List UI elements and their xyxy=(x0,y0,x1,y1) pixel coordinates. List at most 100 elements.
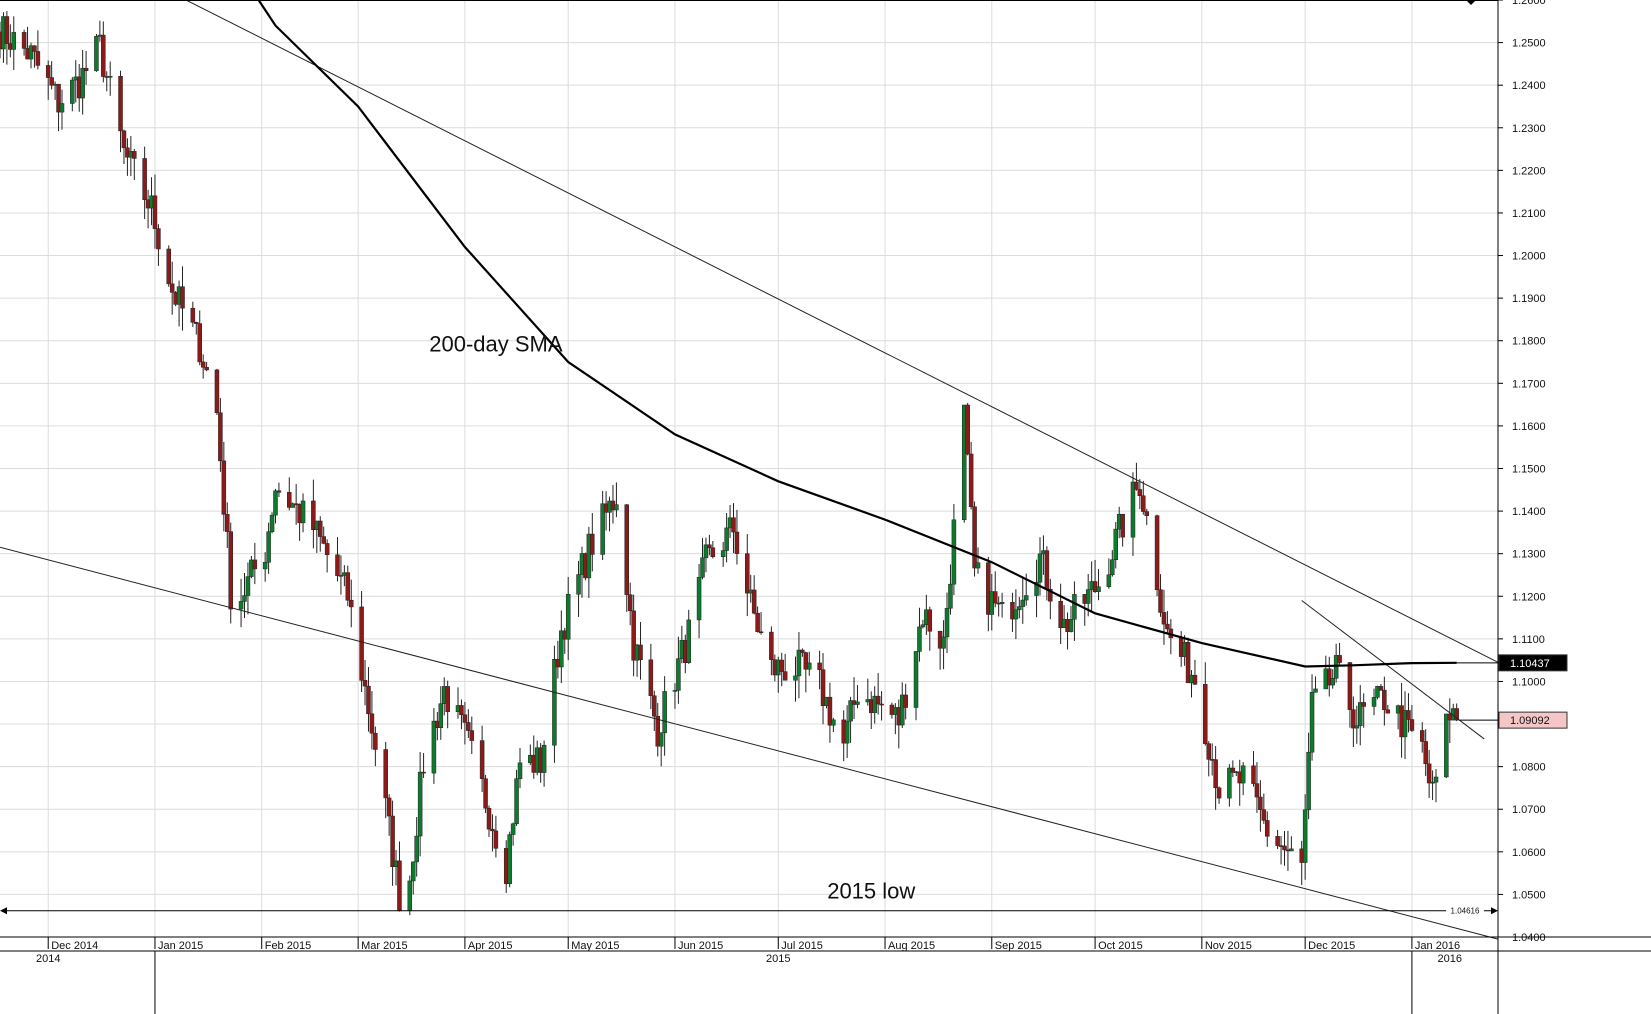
candle-body xyxy=(1433,776,1439,783)
candle-body xyxy=(1213,759,1218,789)
candle xyxy=(417,752,423,857)
candle-body xyxy=(1430,781,1435,784)
x-tick-label: May 2015 xyxy=(571,940,619,952)
candle-body xyxy=(56,83,61,113)
candle-body xyxy=(238,601,244,610)
candle xyxy=(1216,786,1222,804)
candle xyxy=(252,542,258,585)
candle-body xyxy=(1072,594,1077,620)
candle-body xyxy=(831,719,836,726)
candle xyxy=(624,504,629,612)
candle-body xyxy=(190,307,196,323)
candle-body xyxy=(273,490,278,516)
candle xyxy=(1020,577,1026,624)
candle-body xyxy=(1037,553,1043,583)
candle-body xyxy=(1185,642,1191,684)
candle xyxy=(507,831,512,888)
candle xyxy=(652,690,657,731)
trendline xyxy=(0,546,1499,940)
candle xyxy=(335,537,340,582)
candle xyxy=(70,77,75,112)
candle xyxy=(194,321,199,335)
candle xyxy=(59,89,65,130)
sma-last-badge: 1.10437 xyxy=(1510,658,1550,670)
candle-body xyxy=(655,715,660,747)
candle-body xyxy=(576,574,581,595)
candle-body xyxy=(975,562,981,569)
candle xyxy=(844,705,850,758)
candle-body xyxy=(903,694,908,708)
candle xyxy=(655,702,660,757)
candle xyxy=(803,651,809,693)
candle xyxy=(262,552,268,582)
candle-body xyxy=(166,248,171,285)
candle-body xyxy=(751,589,757,614)
candle-body xyxy=(1330,678,1335,686)
candle xyxy=(686,609,691,664)
candle-body xyxy=(431,720,437,774)
y-tick-label: 1.1100 xyxy=(1512,634,1545,646)
candle xyxy=(1120,513,1125,547)
candle xyxy=(848,696,853,743)
candle-body xyxy=(1454,708,1459,721)
candle xyxy=(1110,550,1115,577)
candle xyxy=(920,619,926,629)
candle xyxy=(769,626,774,676)
x-tick-label: Jul 2015 xyxy=(781,940,823,952)
candle xyxy=(1113,522,1119,569)
candle-body xyxy=(204,367,209,371)
candle-body xyxy=(951,519,957,585)
candle-body xyxy=(383,749,388,799)
candle xyxy=(349,579,354,628)
candle xyxy=(782,653,788,681)
candle-body xyxy=(1375,686,1380,698)
candle xyxy=(1227,764,1232,807)
candle-body xyxy=(45,65,51,78)
x-tick-label: Apr 2015 xyxy=(468,940,513,952)
candle-body xyxy=(793,675,798,681)
candle xyxy=(311,479,316,549)
candle xyxy=(1371,688,1377,716)
candle-body xyxy=(300,500,306,524)
candle xyxy=(552,645,557,763)
arrow-right-icon xyxy=(1491,907,1498,915)
candle-body xyxy=(269,514,275,532)
annotation: 200-day SMA xyxy=(429,331,563,356)
candle-body xyxy=(493,830,499,849)
candle-body xyxy=(1165,623,1170,630)
candle xyxy=(390,800,395,886)
candle xyxy=(383,741,388,819)
candle xyxy=(700,538,705,580)
candle xyxy=(1130,472,1136,556)
candle xyxy=(541,740,547,787)
candle xyxy=(459,699,464,730)
candle xyxy=(180,266,185,331)
candle-body xyxy=(59,103,65,113)
candle xyxy=(1444,713,1449,778)
candle xyxy=(1137,479,1143,510)
candle-body xyxy=(101,34,106,77)
candle xyxy=(238,578,244,628)
y-tick-label: 1.1700 xyxy=(1512,378,1546,390)
candle-body xyxy=(586,533,592,579)
candle-body xyxy=(507,834,512,884)
candle-body xyxy=(1141,495,1146,512)
y-tick-label: 1.1000 xyxy=(1512,676,1546,688)
candle-body xyxy=(696,577,702,621)
candle-body xyxy=(311,500,316,530)
candle xyxy=(11,16,17,70)
candle xyxy=(745,534,750,617)
candle-body xyxy=(1409,719,1415,731)
candle xyxy=(731,503,736,554)
candle xyxy=(1409,704,1415,733)
candle xyxy=(586,526,592,598)
candle-body xyxy=(324,543,330,556)
candle xyxy=(4,11,10,65)
candle xyxy=(1068,606,1074,633)
candle xyxy=(614,482,619,518)
candle-body xyxy=(94,36,99,72)
candle-body xyxy=(662,691,667,734)
candle xyxy=(49,61,54,90)
candle-body xyxy=(169,283,175,293)
candle-body xyxy=(262,561,268,570)
